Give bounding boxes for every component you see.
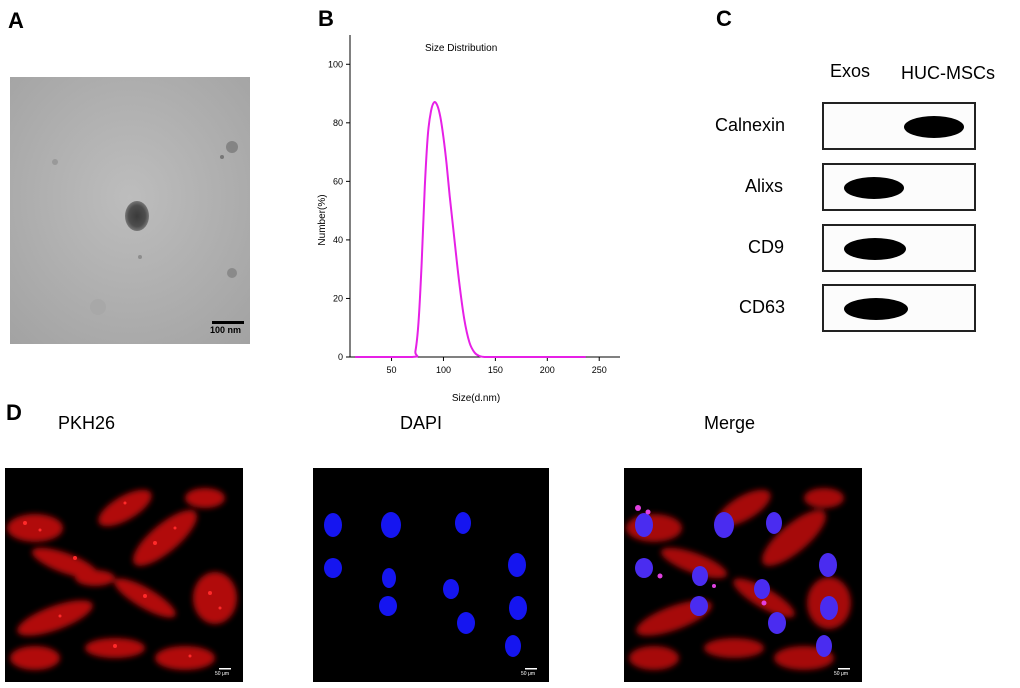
band bbox=[844, 177, 904, 199]
panel-a-letter: A bbox=[8, 8, 24, 33]
merge-image: 50 μm bbox=[624, 468, 862, 682]
pkh26-scale-label: 50 μm bbox=[215, 671, 229, 677]
column-label-huc-mscs: HUC-MSCs bbox=[901, 63, 995, 83]
y-tick-label: 20 bbox=[333, 293, 343, 303]
column-label-exos: Exos bbox=[830, 61, 871, 81]
blot-strip-calnexin bbox=[822, 102, 976, 150]
chart-x-label: Size(d.nm) bbox=[452, 393, 500, 404]
band bbox=[904, 116, 964, 138]
band bbox=[844, 238, 906, 260]
x-tick-label: 50 bbox=[387, 365, 397, 375]
y-tick-label: 0 bbox=[338, 352, 343, 362]
blot-label-cd9: CD9 bbox=[748, 237, 785, 257]
chart-title: Size Distribution bbox=[425, 43, 497, 54]
tem-image: 100 nm bbox=[10, 77, 250, 344]
blot-strip-cd63 bbox=[822, 284, 976, 332]
merge-scale-label: 50 μm bbox=[834, 671, 848, 677]
dapi-image: 50 μm bbox=[313, 468, 549, 682]
dapi-scale-label: 50 μm bbox=[521, 671, 535, 677]
x-tick-label: 250 bbox=[592, 365, 607, 375]
y-tick-label: 40 bbox=[333, 235, 343, 245]
size-distribution-line bbox=[355, 101, 586, 359]
x-tick-label: 200 bbox=[540, 365, 555, 375]
chart-y-label: Number(%) bbox=[317, 194, 328, 245]
y-tick-label: 60 bbox=[333, 176, 343, 186]
x-tick-label: 100 bbox=[436, 365, 451, 375]
tem-scale-label: 100 nm bbox=[210, 325, 242, 335]
pkh26-title: PKH26 bbox=[58, 413, 116, 433]
blot-label-calnexin: Calnexin bbox=[715, 115, 786, 135]
blot-strip-alixs bbox=[822, 163, 976, 211]
pkh26-image: 50 μm bbox=[5, 468, 243, 682]
panel-d-letter: D bbox=[6, 400, 22, 425]
panel-b-letter: B bbox=[318, 6, 334, 31]
x-tick-label: 150 bbox=[488, 365, 503, 375]
dapi-title: DAPI bbox=[400, 413, 443, 433]
blot-label-cd63: CD63 bbox=[739, 297, 786, 317]
band bbox=[844, 298, 908, 320]
merge-title: Merge bbox=[704, 413, 756, 433]
y-tick-label: 100 bbox=[328, 59, 343, 69]
y-tick-label: 80 bbox=[333, 118, 343, 128]
panel-c-letter: C bbox=[716, 6, 732, 31]
blot-strip-cd9 bbox=[822, 224, 976, 272]
blot-label-alixs: Alixs bbox=[745, 176, 784, 196]
size-distribution-chart: 0 20 40 60 80 100 50 100 150 200 250 Size Distribu… bbox=[317, 35, 620, 404]
